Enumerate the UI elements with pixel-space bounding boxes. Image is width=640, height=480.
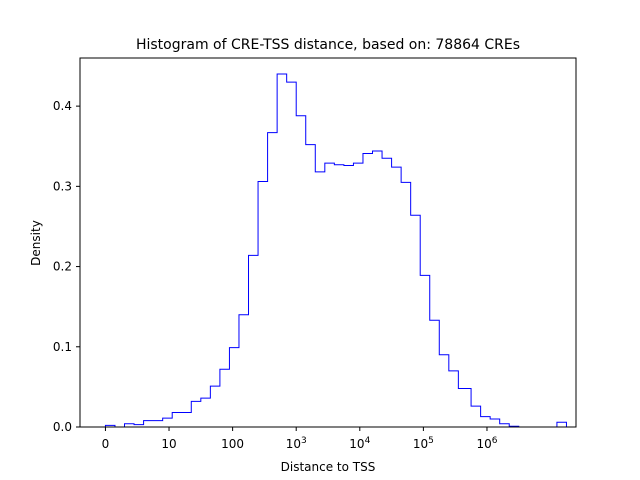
chart-title: Histogram of CRE-TSS distance, based on:… [136, 37, 520, 53]
y-tick-label: 0.1 [53, 340, 72, 354]
x-tick-label: 106 [476, 436, 497, 451]
x-tick-label-base: 0 [102, 437, 110, 451]
x-tick-label-base: 10 [349, 437, 364, 451]
plot-area [104, 73, 567, 428]
plot-frame [79, 57, 577, 428]
x-tick-label: 104 [349, 436, 370, 451]
x-tick-label-base: 10 [476, 437, 491, 451]
x-tick-label: 103 [286, 436, 307, 451]
y-tick-label: 0.4 [53, 99, 72, 113]
x-tick-label-exponent: 6 [492, 436, 498, 446]
histogram-outline [104, 73, 567, 428]
y-axis: 0.0 0.1 0.2 0.3 0.4 [53, 99, 80, 434]
x-tick-label-exponent: 4 [365, 436, 371, 446]
x-tick-label-base: 100 [221, 437, 244, 451]
y-tick-label: 0.0 [53, 420, 72, 434]
x-axis: 0 10 100 103 104 105 106 [102, 427, 498, 451]
x-tick-label-base: 10 [286, 437, 301, 451]
x-tick-label: 0 [102, 437, 110, 451]
x-tick-label-base: 10 [161, 437, 176, 451]
x-tick-label: 10 [161, 437, 176, 451]
y-tick-label: 0.3 [53, 179, 72, 193]
x-tick-label: 100 [221, 437, 244, 451]
y-tick-label: 0.2 [53, 260, 72, 274]
x-tick-label-exponent: 3 [301, 436, 307, 446]
x-tick-label-base: 10 [413, 437, 428, 451]
y-axis-label: Density [29, 220, 43, 266]
x-tick-label: 105 [413, 436, 434, 451]
x-tick-label-exponent: 5 [428, 436, 434, 446]
x-axis-label: Distance to TSS [281, 460, 376, 474]
